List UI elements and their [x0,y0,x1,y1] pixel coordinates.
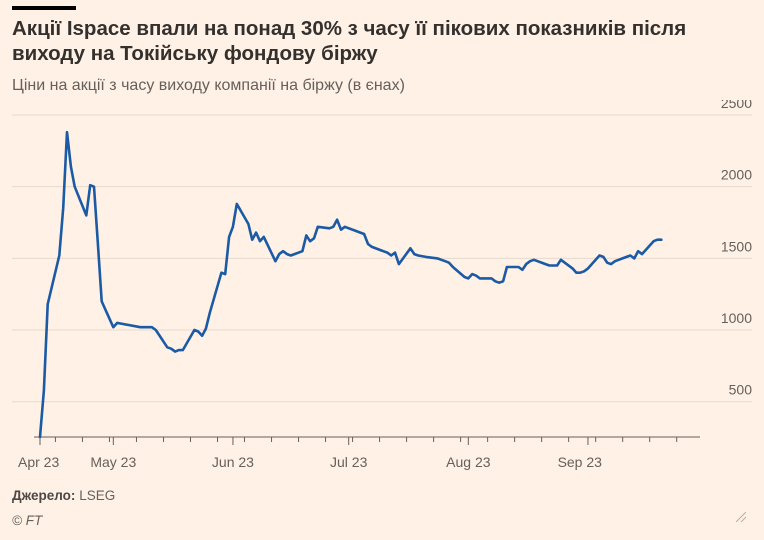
chart-title: Акції Ispace впали на понад 30% з часу ї… [12,17,687,65]
y-tick-label: 2500 [721,100,752,111]
source-label: Джерело: [12,488,76,503]
x-tick-label: May 23 [90,454,136,470]
y-tick-label: 1000 [721,310,752,326]
line-chart: 500 1000 1500 2000 2500 Apr 23 May 23 Jun 23 Jul… [12,100,753,470]
resize-handle-icon[interactable] [736,512,746,522]
ft-credit: © FT [12,513,43,528]
source-note: Джерело: LSEG [12,488,115,503]
title-accent-bar [12,6,76,10]
chart-subtitle: Ціни на акції з часу виходу компанії на … [12,77,405,94]
x-tick-label: Apr 23 [18,454,59,470]
x-tick-label: Sep 23 [558,454,603,470]
source-value: LSEG [79,488,116,503]
x-tick-label: Jun 23 [212,454,254,470]
x-tick-label: Aug 23 [446,454,491,470]
y-tick-label: 500 [729,382,753,398]
y-tick-label: 2000 [721,167,752,183]
series-line [38,130,663,439]
x-tick-label: Jul 23 [330,454,368,470]
y-tick-label: 1500 [721,238,752,254]
